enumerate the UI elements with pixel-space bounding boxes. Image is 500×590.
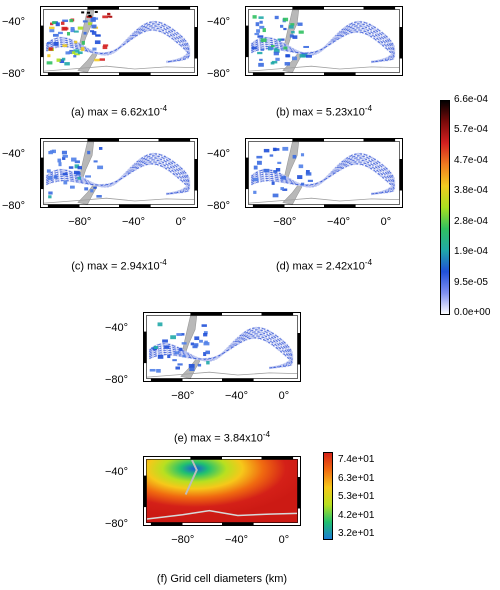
map-d [245,138,403,208]
y-tick-40-f: −40° [105,466,129,478]
colorbar-main-label: 2.8e-04 [454,215,488,227]
colorbar-main-label: 4.7e-04 [454,154,488,166]
caption-text: (c) max = 2.94x10 [71,260,160,273]
x-tick-0-e: −80° [171,390,195,402]
colorbar-f [323,452,333,545]
x-tick-0-f: −80° [171,534,195,546]
caption-exponent: -4 [364,104,373,113]
x-tick-1-f: −40° [224,534,249,546]
x-tick-1-d: −40° [326,216,351,228]
x-tick-1-c: −40° [121,216,146,228]
y-tick-40-d: −40° [207,148,231,160]
colorbar-main-label: 1.9e-04 [454,246,488,258]
y-tick-40-b: −40° [207,16,231,28]
y-tick-40-e: −40° [105,322,129,334]
colorbar-f-label: 7.4e+01 [338,454,375,465]
caption-exponent: -4 [159,104,168,113]
caption-text: (d) max = 2.42x10 [275,260,365,273]
caption-text: (a) max = 6.62x10 [70,106,160,119]
caption-exponent: -4 [159,258,167,267]
map-c [40,138,198,208]
caption-c: (c) max = 2.94x10-4 [39,258,199,273]
map-a [40,6,198,76]
panel-b [245,6,403,76]
x-tick-2-d: 0° [380,216,392,228]
caption-a: (a) max = 6.62x10-4 [39,104,199,119]
caption-b: (b) max = 5.23x10-4 [244,104,404,119]
caption-exponent: -4 [262,430,271,439]
colorbar-main-label: 9.5e-05 [454,276,488,288]
y-tick-40-c: −40° [2,148,26,160]
colorbar-main [440,100,450,320]
caption-e: (e) max = 3.84x10-4 [142,430,302,445]
x-tick-0-d: −80° [273,216,297,228]
map-f [143,456,301,526]
x-tick-2-f: 0° [278,534,290,546]
x-tick-1-e: −40° [224,390,249,402]
caption-text: (b) max = 5.23x10 [275,106,365,119]
y-tick-80-a: −80° [2,68,26,80]
caption-exponent: -4 [364,258,373,267]
caption-f: (f) Grid cell diameters (km) [156,573,288,585]
colorbar-f-label: 6.3e+01 [338,472,375,484]
y-tick-40-a: −40° [2,16,26,28]
panel-a [40,6,198,76]
y-tick-80-e: −80° [105,374,129,386]
x-tick-2-c: 0° [175,216,187,228]
panel-f [143,456,301,526]
y-tick-80-d: −80° [207,200,231,212]
colorbar-main-label: 6.6e-04 [454,94,488,105]
colorbar-main-label: 3.8e-04 [454,185,488,197]
colorbar-f-label: 3.2e+01 [338,528,375,539]
caption-d: (d) max = 2.42x10-4 [244,258,404,273]
colorbar-main-label: 0.0e+00 [454,307,491,318]
x-tick-2-e: 0° [278,390,290,402]
x-tick-0-c: −80° [68,216,92,228]
y-tick-80-b: −80° [207,68,231,80]
colorbar-f-label: 5.3e+01 [338,491,375,502]
y-tick-80-c: −80° [2,200,26,212]
colorbar-f-label: 4.2e+01 [338,509,375,521]
colorbar-main-label: 5.7e-04 [454,124,488,136]
map-e [143,312,301,382]
map-b [245,6,403,76]
y-tick-80-f: −80° [105,518,129,530]
panel-d [245,138,403,208]
panel-c [40,138,198,208]
caption-text: (e) max = 3.84x10 [173,432,263,445]
panel-e [143,312,301,382]
